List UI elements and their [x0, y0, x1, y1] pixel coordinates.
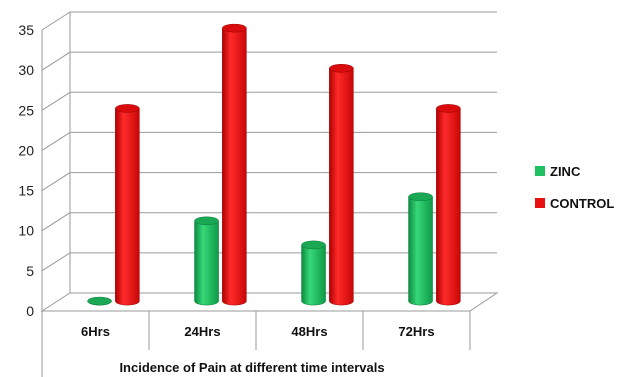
y-tick-label: 5: [26, 263, 34, 279]
bar-control-24hrs: [222, 23, 247, 306]
y-axis-ticks: 0 5 10 15 20 25 30 35: [18, 22, 34, 319]
x-tick-label: 6Hrs: [81, 324, 110, 339]
y-tick-label: 20: [18, 142, 34, 158]
y-tick-label: 0: [26, 303, 34, 319]
bar-cap: [194, 216, 219, 226]
bar-body: [194, 220, 219, 306]
bar-zinc-6hrs: [87, 296, 112, 306]
legend-swatch-zinc: [535, 166, 545, 176]
bar-zinc-72hrs: [408, 192, 433, 306]
bar-cap: [436, 104, 461, 113]
bar-body: [222, 27, 247, 306]
bar-body: [408, 196, 433, 306]
legend-label-zinc: ZINC: [550, 164, 581, 179]
gridline-side: [41, 172, 71, 191]
x-tick-label: 72Hrs: [398, 324, 434, 339]
bar-control-72hrs: [436, 104, 461, 306]
y-tick-label: 35: [18, 22, 34, 38]
x-axis-categories: 6Hrs 24Hrs 48Hrs 72Hrs: [81, 311, 471, 350]
gridline-side: [41, 11, 71, 31]
bar-cap: [408, 192, 433, 201]
y-tick-label: 25: [18, 102, 34, 118]
chart-frame: [40, 12, 499, 377]
gridline-side: [41, 91, 71, 111]
bar-control-6hrs: [115, 104, 140, 306]
y-tick-label: 30: [18, 62, 34, 78]
gridline-side: [41, 252, 71, 272]
legend-swatch-control: [535, 198, 545, 208]
bar-cap: [222, 23, 247, 33]
x-tick-label: 48Hrs: [291, 324, 327, 339]
bar-body: [301, 244, 326, 306]
gridline-side: [41, 51, 71, 71]
bar-cap: [87, 296, 112, 306]
y-tick-label: 10: [18, 223, 34, 239]
bar-cap: [115, 104, 140, 113]
bar-zinc-24hrs: [194, 216, 219, 306]
legend: ZINC CONTROL: [535, 164, 614, 211]
bar-cap: [329, 64, 354, 73]
x-tick-label: 24Hrs: [184, 324, 220, 339]
bars: [87, 23, 461, 306]
bar-body: [329, 68, 354, 306]
bar-zinc-48hrs: [301, 240, 326, 306]
gridline-side: [41, 212, 71, 232]
y-tick-label: 15: [18, 183, 34, 199]
bar-cap: [301, 240, 326, 250]
bar-body: [436, 108, 461, 306]
bar-control-48hrs: [329, 64, 354, 306]
x-axis-title: Incidence of Pain at different time inte…: [119, 360, 384, 375]
gridline-side: [41, 132, 71, 151]
bar-body: [115, 108, 140, 306]
floor: [40, 292, 499, 312]
legend-label-control: CONTROL: [550, 196, 614, 211]
